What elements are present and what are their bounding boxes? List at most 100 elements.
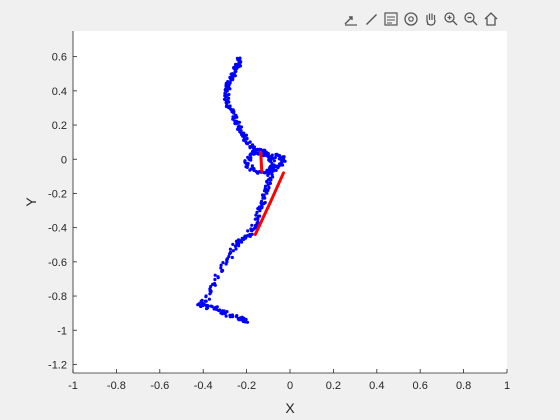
- data-point: [209, 284, 213, 289]
- data-point: [225, 258, 229, 262]
- data-point: [241, 319, 245, 324]
- data-point: [232, 66, 236, 71]
- data-point: [263, 184, 268, 188]
- scatter-points: [196, 56, 287, 324]
- data-point: [242, 137, 246, 141]
- data-point: [254, 150, 258, 155]
- data-point: [244, 317, 248, 322]
- data-point: [250, 223, 254, 227]
- data-point: [214, 307, 219, 311]
- axes-toolbar: [342, 8, 500, 30]
- red-segment: [268, 171, 285, 204]
- data-point: [239, 130, 243, 134]
- data-point: [270, 173, 274, 177]
- data-point: [230, 255, 234, 260]
- data-point: [263, 171, 267, 175]
- y-tick-label: 0: [61, 154, 67, 166]
- data-point: [215, 305, 219, 309]
- y-tick-label: -1.2: [48, 359, 67, 371]
- rotate-3d-icon[interactable]: [402, 10, 420, 28]
- y-tick-label: -0.2: [48, 188, 67, 200]
- x-tick-label: 1: [504, 380, 510, 392]
- data-point: [234, 62, 238, 66]
- data-point: [245, 136, 249, 141]
- data-point: [208, 292, 212, 296]
- data-point: [267, 186, 271, 190]
- data-point: [204, 295, 208, 299]
- data-point: [234, 69, 238, 73]
- data-point: [248, 146, 252, 150]
- data-point: [270, 153, 274, 157]
- data-point: [266, 173, 270, 177]
- data-point: [235, 121, 239, 125]
- data-point: [268, 176, 272, 180]
- data-point: [250, 164, 254, 168]
- data-point: [265, 191, 269, 195]
- data-point: [213, 273, 217, 277]
- data-point: [242, 237, 246, 241]
- x-tick-label: 0.8: [456, 380, 471, 392]
- data-point: [266, 183, 270, 187]
- data-point: [220, 269, 224, 273]
- data-point: [264, 187, 268, 191]
- data-point: [231, 242, 235, 246]
- data-point: [224, 262, 228, 266]
- red-segment: [259, 150, 264, 173]
- data-point: [262, 195, 266, 199]
- data-point: [211, 282, 215, 286]
- data-point: [233, 244, 237, 248]
- data-point: [228, 75, 232, 80]
- zoom-out-icon[interactable]: [462, 10, 480, 28]
- data-point: [231, 249, 235, 253]
- data-point: [196, 303, 200, 307]
- data-point: [218, 308, 222, 312]
- y-tick-label: -1: [57, 325, 67, 337]
- legend-icon[interactable]: [382, 10, 400, 28]
- data-point: [256, 217, 260, 221]
- data-point: [228, 313, 232, 317]
- data-point: [224, 98, 229, 102]
- data-point: [225, 89, 229, 93]
- data-point: [236, 58, 240, 62]
- brush-icon[interactable]: [362, 10, 380, 28]
- y-axis-label: Y: [23, 197, 39, 207]
- data-point: [203, 299, 207, 303]
- export-icon[interactable]: [342, 10, 360, 28]
- data-point: [233, 74, 237, 78]
- data-point: [222, 309, 226, 313]
- data-point: [223, 311, 227, 315]
- pan-hand-icon[interactable]: [422, 10, 440, 28]
- data-point: [252, 168, 256, 173]
- data-point: [259, 201, 263, 205]
- data-point: [205, 307, 209, 311]
- zoom-in-icon[interactable]: [442, 10, 460, 28]
- data-point: [212, 306, 216, 310]
- x-tick-label: 0.2: [326, 380, 341, 392]
- x-axis-label: X: [285, 400, 295, 416]
- data-point: [260, 193, 265, 197]
- data-point: [249, 167, 253, 171]
- data-point: [277, 153, 281, 158]
- data-point: [250, 228, 254, 232]
- data-point: [219, 266, 223, 270]
- home-icon[interactable]: [482, 10, 500, 28]
- data-point: [246, 229, 250, 233]
- data-point: [266, 153, 270, 158]
- data-point: [246, 163, 250, 167]
- x-tick-label: 0.6: [413, 380, 428, 392]
- data-point: [245, 142, 250, 146]
- data-point: [227, 100, 231, 104]
- data-point: [224, 100, 228, 105]
- data-point: [228, 80, 232, 84]
- x-tick-label: -0.2: [237, 380, 256, 392]
- x-tick-label: 0.4: [369, 380, 384, 392]
- data-point: [282, 155, 286, 159]
- data-point: [280, 160, 284, 164]
- data-point: [226, 105, 231, 110]
- data-point: [234, 314, 239, 319]
- data-point: [258, 209, 262, 213]
- data-point: [268, 181, 272, 185]
- data-point: [283, 159, 287, 163]
- red-segments: [253, 150, 285, 236]
- data-point: [219, 263, 223, 267]
